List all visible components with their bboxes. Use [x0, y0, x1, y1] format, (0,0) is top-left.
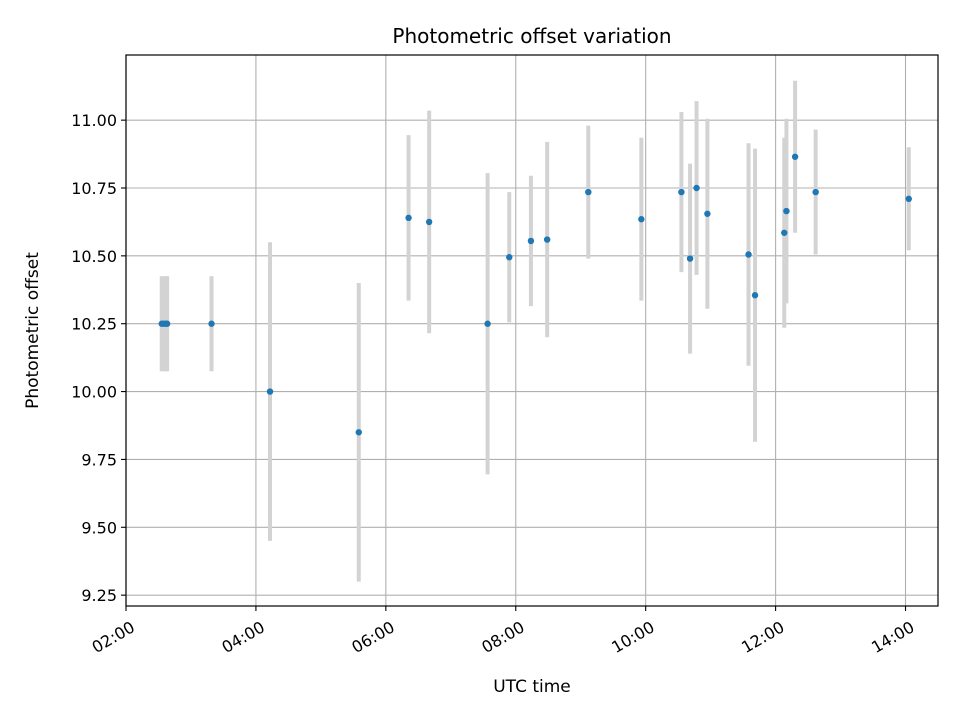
y-tick-label: 9.25: [81, 586, 117, 605]
data-point: [812, 188, 819, 196]
data-point: [484, 320, 491, 327]
y-tick-label: 10.50: [71, 247, 117, 266]
data-point: [678, 188, 685, 196]
x-axis-title: UTC time: [493, 677, 571, 697]
data-point: [745, 251, 752, 258]
y-tick-label: 9.50: [81, 518, 117, 537]
y-tick-label: 9.75: [81, 450, 117, 469]
data-point: [527, 237, 535, 245]
y-tick-label: 10.00: [71, 383, 117, 402]
data-point: [704, 210, 711, 217]
y-axis-title: Photometric offset: [23, 252, 43, 409]
data-points: [158, 153, 912, 436]
data-point: [781, 229, 788, 236]
data-point: [751, 292, 759, 299]
chart-title: Photometric offset variation: [392, 24, 671, 48]
data-point: [693, 184, 700, 192]
plot-frame: [125, 54, 939, 607]
data-point: [266, 388, 274, 395]
y-tick-label: 10.25: [71, 315, 117, 334]
data-point: [543, 236, 551, 243]
data-point: [783, 207, 790, 215]
data-point: [208, 320, 215, 327]
data-point: [585, 188, 592, 196]
data-point: [791, 153, 799, 160]
data-point: [506, 254, 513, 261]
data-point: [638, 216, 645, 223]
y-axis-ticks: 9.25 9.50 9.75 10.00 10.25 10.50 10.75 11.00: [71, 111, 126, 605]
data-point: [355, 429, 362, 436]
y-tick-label: 11.00: [71, 111, 117, 130]
data-point: [905, 195, 912, 203]
data-point: [425, 218, 433, 226]
data-point: [163, 320, 171, 327]
y-tick-label: 10.75: [71, 179, 117, 198]
data-point: [686, 255, 694, 262]
data-point: [405, 214, 412, 222]
